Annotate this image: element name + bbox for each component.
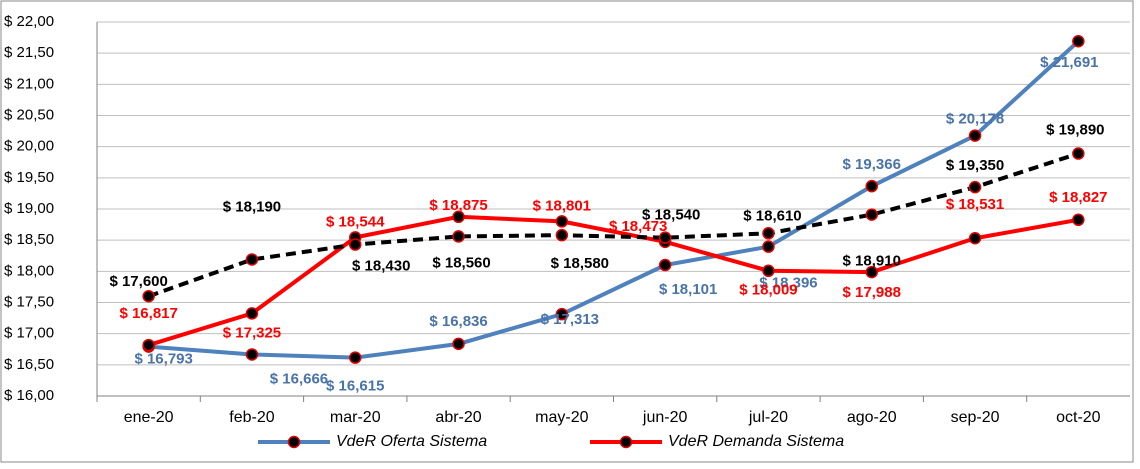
data-label: $ 17,600 (109, 273, 167, 290)
marker (968, 231, 982, 245)
marker (762, 240, 775, 253)
marker (452, 210, 465, 224)
series-line (148, 39, 1080, 360)
data-label: $ 18,473 (609, 218, 667, 235)
data-label: $ 16,793 (134, 351, 192, 368)
series-line (147, 151, 1079, 299)
marker (555, 307, 569, 321)
data-label: $ 20,178 (946, 111, 1004, 128)
data-label: $ 18,827 (1049, 189, 1107, 206)
y-tick-label: $ 20,00 (4, 138, 54, 155)
x-tick-label: sep-20 (951, 409, 1000, 426)
data-label: $ 21,691 (1040, 54, 1098, 71)
y-tick-label: $ 17,50 (4, 293, 54, 310)
data-label: $ 19,366 (843, 156, 901, 173)
data-label: $ 18,540 (642, 207, 700, 224)
data-label: $ 18,430 (352, 257, 410, 274)
x-tick-label: mar-20 (330, 409, 381, 426)
marker (452, 230, 465, 243)
legend-marker (287, 435, 301, 449)
data-label: $ 19,350 (946, 157, 1004, 174)
data-label: $ 16,666 (270, 370, 328, 387)
marker (658, 258, 672, 272)
marker (1072, 147, 1085, 160)
data-label: $ 17,988 (843, 284, 901, 301)
series-line (148, 214, 1079, 347)
data-label: $ 16,836 (429, 313, 487, 330)
marker (245, 348, 259, 361)
data-label: $ 18,580 (551, 255, 609, 272)
x-tick-label: feb-20 (229, 409, 274, 426)
y-tick-label: $ 21,00 (4, 75, 54, 92)
y-tick-label: $ 19,50 (4, 169, 54, 186)
data-label: $ 18,009 (739, 282, 797, 299)
marker (555, 215, 569, 228)
marker (762, 264, 775, 278)
data-label: $ 18,910 (843, 253, 901, 270)
marker (349, 351, 362, 364)
y-tick-label: $ 18,50 (4, 231, 54, 248)
data-label: $ 18,801 (533, 197, 591, 214)
y-tick-label: $ 19,00 (4, 200, 54, 217)
x-tick-label: may-20 (535, 409, 588, 426)
y-tick-label: $ 20,50 (4, 106, 54, 123)
data-label: $ 18,610 (743, 207, 801, 224)
marker (1072, 35, 1085, 48)
y-tick-label: $ 16,50 (4, 356, 54, 373)
data-label: $ 19,890 (1046, 121, 1104, 138)
marker (968, 180, 982, 194)
data-label: $ 17,325 (223, 324, 281, 341)
legend-label: VdeR Demanda Sistema (668, 433, 844, 450)
x-tick-label: jul-20 (748, 409, 788, 426)
data-label: $ 18,560 (432, 254, 490, 271)
marker (865, 179, 878, 193)
marker (142, 338, 155, 352)
data-label: $ 18,396 (759, 275, 817, 292)
marker (245, 307, 259, 320)
y-tick-label: $ 22,00 (4, 13, 54, 30)
marker (762, 227, 775, 240)
legend-label: VdeR Oferta Sistema (336, 433, 487, 450)
x-tick-label: abr-20 (435, 409, 481, 426)
marker (968, 129, 982, 142)
x-tick-label: oct-20 (1056, 409, 1101, 426)
marker (1072, 213, 1085, 227)
legend-marker (619, 435, 633, 449)
y-tick-label: $ 16,00 (4, 387, 54, 404)
x-tick-label: jun-20 (642, 409, 688, 426)
marker (865, 265, 878, 279)
data-label: $ 18,875 (429, 197, 487, 214)
marker (452, 337, 465, 351)
marker (555, 228, 569, 242)
data-label: $ 18,190 (223, 198, 281, 215)
data-label: $ 17,313 (541, 311, 599, 328)
y-tick-label: $ 18,00 (4, 262, 54, 279)
data-label: $ 18,544 (326, 213, 385, 230)
data-label: $ 16,615 (326, 378, 384, 395)
marker (349, 238, 362, 251)
x-tick-label: ago-20 (847, 409, 897, 426)
data-label: $ 16,817 (119, 305, 177, 322)
y-tick-label: $ 21,50 (4, 44, 54, 61)
y-tick-label: $ 17,00 (4, 325, 54, 342)
data-label: $ 18,531 (946, 196, 1004, 213)
data-label: $ 18,101 (659, 281, 717, 298)
marker (142, 290, 155, 303)
marker (865, 208, 878, 221)
marker (245, 253, 259, 266)
x-tick-label: ene-20 (124, 409, 174, 426)
marker (658, 231, 672, 244)
